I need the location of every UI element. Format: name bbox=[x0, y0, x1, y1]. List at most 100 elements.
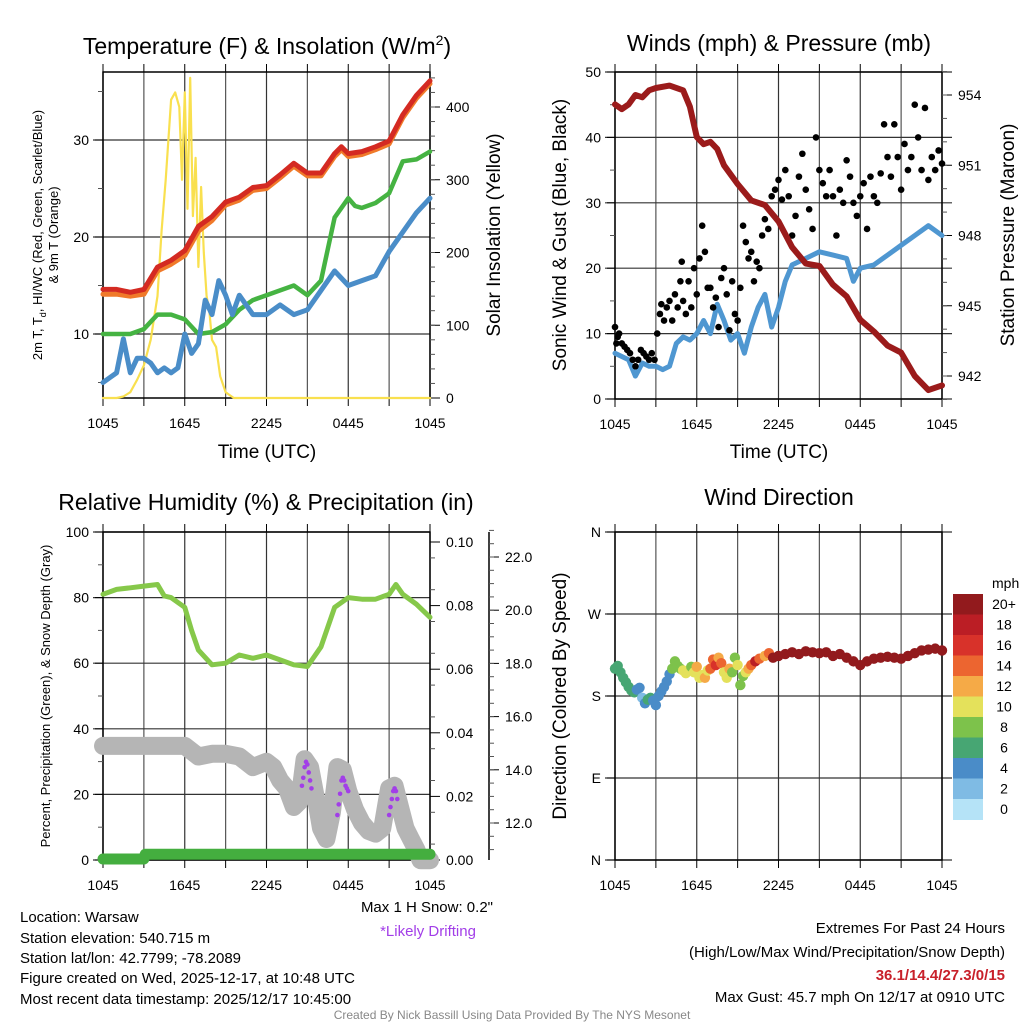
drifting-point bbox=[341, 778, 347, 783]
created-text: Figure created on Wed, 2025-12-17, at 10… bbox=[20, 970, 355, 987]
precip-right-axis-tick-label: 0.08 bbox=[446, 598, 473, 614]
gust-point bbox=[678, 258, 686, 265]
direction-left-axis-tick-label: W bbox=[588, 606, 602, 622]
drifting-point bbox=[395, 796, 400, 802]
speed-legend-label: 10 bbox=[996, 699, 1012, 715]
pressure-right-axis-tick-label: 945 bbox=[958, 298, 982, 314]
wind-direction-point bbox=[634, 682, 645, 693]
gust-point bbox=[742, 238, 750, 246]
gust-point bbox=[877, 170, 884, 177]
gust-point bbox=[696, 255, 703, 262]
drifting-point bbox=[300, 775, 306, 781]
precip-right-axis-tick-label: 0.10 bbox=[446, 534, 473, 550]
snow-depth-axis-tick-label: 18.0 bbox=[505, 655, 532, 671]
winds-x-tick-label: 1045 bbox=[599, 416, 630, 432]
gust-point bbox=[771, 186, 779, 194]
wind-left-axis-tick-label: 40 bbox=[585, 129, 601, 145]
wind-direction-point bbox=[735, 679, 746, 691]
gust-point bbox=[843, 156, 850, 164]
gust-point bbox=[613, 340, 620, 347]
extremes-subtitle: (High/Low/Max Wind/Precipitation/Snow De… bbox=[689, 944, 1005, 961]
drifting-point bbox=[393, 788, 399, 794]
speed-legend-swatch bbox=[953, 655, 983, 677]
humidity-left-axis-tick-label: 80 bbox=[73, 590, 89, 606]
wind-left-axis-tick-label: 10 bbox=[585, 326, 601, 342]
gust-point bbox=[799, 150, 806, 158]
winds-left-axis-label: Sonic Wind & Gust (Blue, Black) bbox=[550, 99, 571, 371]
gust-point bbox=[693, 291, 701, 298]
speed-legend-swatch bbox=[953, 635, 983, 656]
gust-point bbox=[690, 264, 698, 272]
gust-point bbox=[723, 291, 731, 298]
speed-legend-label: 18 bbox=[996, 617, 1012, 633]
gust-point bbox=[782, 166, 789, 174]
drifting-point bbox=[388, 804, 393, 810]
gust-point bbox=[688, 304, 695, 311]
drifting-point bbox=[307, 778, 313, 783]
gust-point bbox=[894, 153, 902, 161]
wind-left-axis-tick-label: 50 bbox=[585, 64, 601, 80]
gust-point bbox=[901, 140, 908, 148]
gust-point bbox=[891, 121, 898, 128]
temperature-x-tick-label: 0445 bbox=[333, 415, 364, 431]
humidity-x-tick-label: 1645 bbox=[169, 877, 200, 893]
gust-point bbox=[747, 248, 755, 256]
gust-point bbox=[935, 147, 942, 154]
direction-left-axis-tick-label: N bbox=[591, 852, 601, 868]
gust-point bbox=[925, 176, 932, 184]
solar-right-axis-tick-label: 400 bbox=[446, 99, 470, 115]
gust-point bbox=[911, 101, 919, 108]
gust-point bbox=[802, 186, 810, 194]
2m-t-line bbox=[100, 78, 433, 295]
winds-chart-title: Winds (mph) & Pressure (mb) bbox=[627, 30, 931, 56]
gust-point bbox=[884, 153, 891, 161]
station-pressure-line bbox=[612, 82, 945, 394]
wind-left-axis-tick-label: 0 bbox=[593, 391, 601, 407]
speed-legend-swatch bbox=[953, 614, 983, 636]
gust-point bbox=[758, 232, 766, 239]
humidity-left-axis-tick-label: 100 bbox=[66, 524, 90, 540]
winds-x-tick-label: 1045 bbox=[926, 416, 957, 432]
drifting-point bbox=[306, 770, 312, 775]
elevation-text: Station elevation: 540.715 m bbox=[20, 930, 210, 947]
humidity-x-tick-label: 2245 bbox=[251, 877, 282, 893]
gust-point bbox=[663, 304, 671, 311]
gust-point bbox=[651, 356, 658, 364]
gust-point bbox=[853, 212, 861, 220]
speed-legend: mph 20+ 18 16 14 12 10 8 6 4 2 0 bbox=[953, 575, 1019, 820]
gust-point bbox=[629, 356, 637, 364]
wind-direction-point bbox=[691, 661, 702, 673]
relative-humidity-line bbox=[100, 582, 433, 669]
max-gust-text: Max Gust: 45.7 mph On 12/17 at 0910 UTC bbox=[715, 989, 1005, 1006]
credit-text: Created By Nick Bassill Using Data Provi… bbox=[334, 1008, 691, 1022]
gust-point bbox=[632, 363, 639, 370]
gust-point bbox=[698, 222, 706, 229]
gust-point bbox=[785, 192, 793, 200]
gust-point bbox=[679, 297, 687, 305]
speed-legend-label: 0 bbox=[1000, 801, 1008, 817]
sonic-wind-line bbox=[612, 223, 945, 379]
gust-point bbox=[921, 104, 929, 112]
gust-point bbox=[753, 258, 760, 265]
wind-direction-x-tick-label: 1045 bbox=[926, 877, 957, 893]
temperature-left-axis-label-line2: & 9m T (Orange) bbox=[46, 186, 61, 283]
temperature-x-tick-label: 1045 bbox=[87, 415, 118, 431]
precip-right-axis-tick-label: 0.00 bbox=[446, 852, 473, 868]
speed-legend-swatch bbox=[953, 717, 983, 738]
gust-point bbox=[816, 166, 823, 174]
drifting-point bbox=[335, 812, 340, 818]
humidity-plot-area: 1045 1645 2245 0445 1045 0 20 40 60 80 100 0.00 0.02… bbox=[66, 524, 532, 893]
gust-point bbox=[756, 264, 763, 272]
extremes-values: 36.1/14.4/27.3/0/15 bbox=[876, 967, 1005, 984]
gust-point bbox=[836, 186, 844, 194]
temperature-x-tick-label: 1645 bbox=[169, 415, 200, 431]
solar-right-axis-tick-label: 200 bbox=[446, 245, 470, 261]
gust-point bbox=[634, 356, 642, 364]
temperature-x-axis-label: Time (UTC) bbox=[218, 442, 317, 463]
drifting-point bbox=[389, 796, 395, 802]
gust-point bbox=[750, 277, 758, 285]
gust-point bbox=[938, 160, 946, 167]
gust-point bbox=[809, 225, 816, 233]
gust-point bbox=[904, 166, 912, 174]
